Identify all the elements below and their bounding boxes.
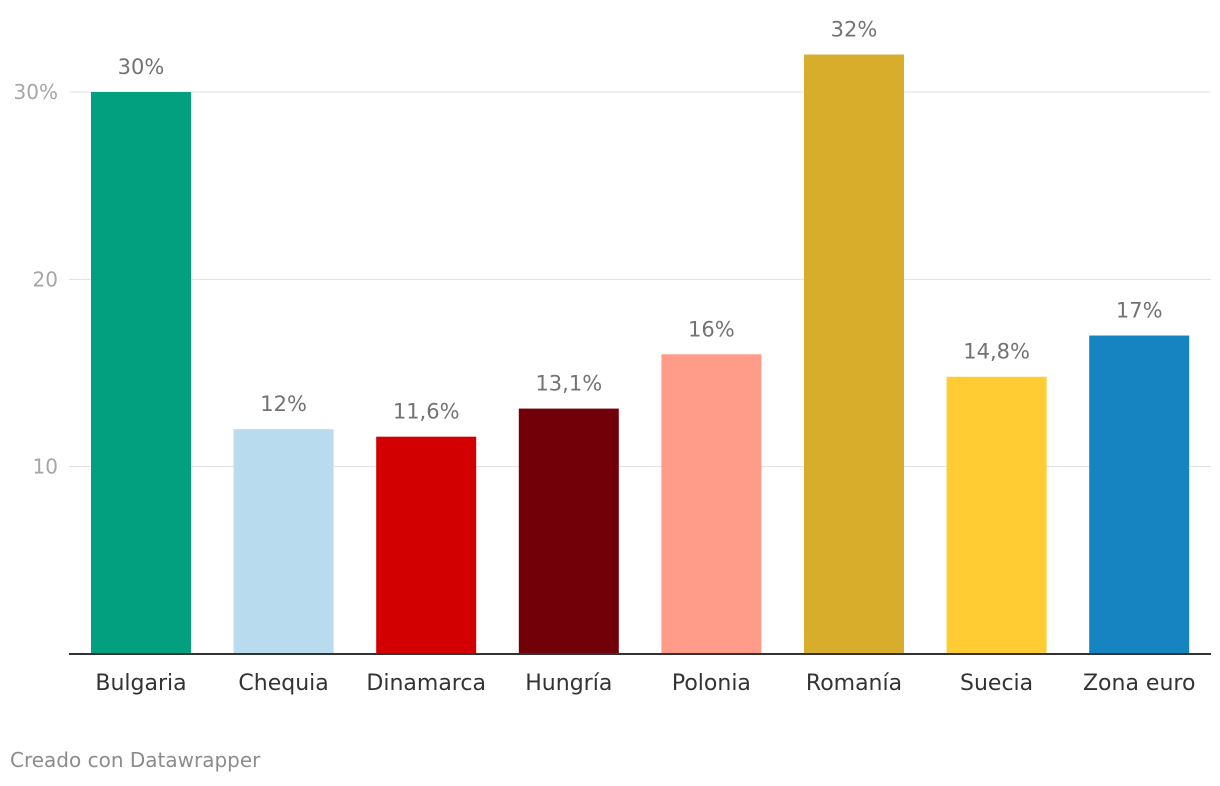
bar-dinamarca <box>376 436 477 654</box>
bar-hungría <box>518 408 619 654</box>
y-tick-label: 30% <box>14 80 58 104</box>
x-axis-tick-labels: Bulgaria Chequia Dinamarca Hungría Polonia Ro… <box>95 671 1195 696</box>
bar-value-label: 16% <box>688 317 735 341</box>
x-tick-label: Suecia <box>960 671 1033 696</box>
bar-chequia <box>233 429 334 654</box>
bar-value-label: 32% <box>831 18 878 42</box>
x-tick-label: Dinamarca <box>366 671 486 696</box>
bars <box>91 54 1190 655</box>
bar-value-label: 11,6% <box>393 400 460 424</box>
datawrapper-credit[interactable]: Creado con Datawrapper <box>10 748 261 772</box>
bar-romanía <box>804 54 904 655</box>
x-tick-label: Romanía <box>806 671 902 696</box>
bar-suecia <box>946 376 1047 654</box>
bar-value-label: 12% <box>260 392 307 416</box>
bar-value-label: 14,8% <box>963 340 1030 364</box>
bar-value-label: 17% <box>1116 299 1163 323</box>
y-axis-tick-labels: 10 20 30% <box>14 80 58 479</box>
bar-polonia <box>661 354 762 654</box>
bar-bulgaria <box>91 92 191 654</box>
value-labels: 30% 12% 11,6% 13,1% 16% 32% 14,8% 17% <box>118 18 1163 424</box>
x-tick-label: Polonia <box>672 671 751 696</box>
bar-chart: 10 20 30% 30% 12% 11,6% 13,1% 16% 32% 14,8% 17% B… <box>14 18 1211 696</box>
x-tick-label: Zona euro <box>1083 671 1195 696</box>
y-tick-label: 10 <box>33 455 58 479</box>
x-tick-label: Chequia <box>238 671 328 696</box>
bar-zona-euro <box>1089 335 1190 654</box>
bar-value-label: 13,1% <box>535 372 602 396</box>
x-tick-label: Hungría <box>525 671 612 696</box>
y-tick-label: 20 <box>33 267 58 291</box>
x-tick-label: Bulgaria <box>95 671 186 696</box>
bar-value-label: 30% <box>118 55 165 79</box>
